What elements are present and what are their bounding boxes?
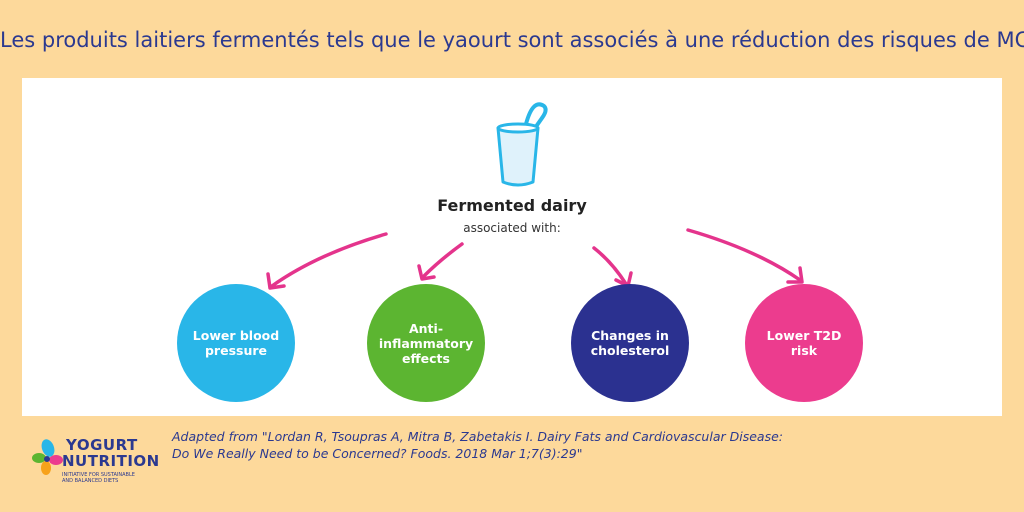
arrow-to-cholesterol: [592, 246, 628, 286]
circle-label: Lower T2D risk: [766, 328, 842, 358]
circle-label: Lower blood pressure: [192, 328, 280, 358]
diagram-panel: Fermented dairy associated with: Lower b…: [22, 78, 1002, 416]
arrow-to-t2d: [686, 228, 802, 282]
logo-tagline: AND BALANCED DIETS: [62, 478, 119, 484]
citation-line: Adapted from "Lordan R, Tsoupras A, Mitr…: [172, 429, 783, 444]
logo-tagline: INITIATIVE FOR SUSTAINABLE: [62, 472, 135, 478]
circle-lower-blood-pressure: Lower blood pressure: [177, 284, 295, 402]
arrow-to-blood-pressure: [270, 232, 388, 288]
arrows: [266, 228, 804, 290]
logo-text-nutrition: NUTRITION: [62, 452, 160, 470]
circle-anti-inflammatory: Anti-inflammatory effects: [367, 284, 485, 402]
center-subtitle: associated with:: [463, 221, 561, 235]
page-title: Les produits laitiers fermentés tels que…: [0, 28, 1024, 52]
flower-icon: [32, 439, 63, 475]
yogurt-cup-icon: [496, 102, 548, 187]
center-title: Fermented dairy: [437, 196, 587, 215]
diagram-graphics: [266, 102, 804, 290]
circle-label: Anti-inflammatory effects: [378, 320, 474, 366]
arrow-head-anti-inflammatory: [417, 264, 436, 281]
circle-lower-t2d-risk: Lower T2D risk: [745, 284, 863, 402]
circle-changes-in-cholesterol: Changes in cholesterol: [571, 284, 689, 402]
citation: Adapted from "Lordan R, Tsoupras A, Mitr…: [172, 428, 1002, 462]
yogurt-nutrition-logo: YOGURT NUTRITION INITIATIVE FOR SUSTAINA…: [32, 436, 159, 488]
citation-line: Do We Really Need to be Concerned? Foods…: [172, 446, 583, 461]
arrow-to-anti-inflammatory: [422, 242, 464, 278]
circle-label: Changes in cholesterol: [590, 328, 670, 358]
arrow-head-t2d: [786, 266, 804, 284]
arrow-head-blood-pressure: [266, 272, 286, 290]
logo-text-yogurt: YOGURT: [66, 436, 138, 454]
